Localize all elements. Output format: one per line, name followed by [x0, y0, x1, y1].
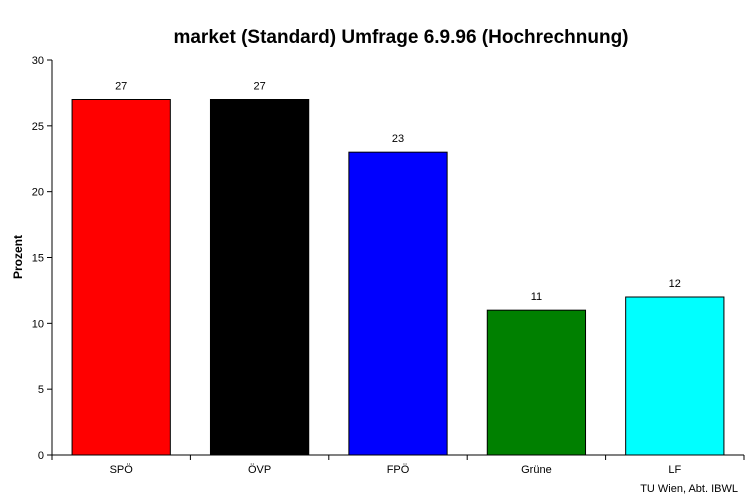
- bar: [348, 151, 448, 456]
- x-tick-label: SPÖ: [110, 464, 134, 476]
- data-label: 12: [669, 278, 681, 290]
- x-tick-label: FPÖ: [387, 464, 410, 476]
- chart-title: market (Standard) Umfrage 6.9.96 (Hochre…: [173, 27, 628, 48]
- y-axis-label: Prozent: [11, 235, 25, 279]
- data-labels: 27 27 23 11 12: [115, 81, 681, 304]
- bar: [625, 296, 725, 456]
- x-tick-label: LF: [668, 464, 681, 476]
- y-axis-ticks: 0 5 10 15 20 25 30: [32, 55, 52, 462]
- bar: [486, 309, 587, 456]
- y-tick-label: 5: [38, 384, 44, 396]
- footer-credit: TU Wien, Abt. IBWL: [640, 483, 738, 495]
- bar: [209, 99, 310, 456]
- y-tick-label: 15: [32, 253, 44, 265]
- y-tick-label: 20: [32, 187, 44, 199]
- bar: [71, 99, 171, 456]
- data-label: 23: [392, 133, 404, 145]
- y-tick-label: 30: [32, 55, 44, 67]
- y-tick-label: 10: [32, 318, 44, 330]
- data-label: 27: [115, 81, 127, 93]
- bars: [71, 99, 725, 456]
- y-tick-label: 0: [38, 450, 44, 462]
- y-tick-label: 25: [32, 121, 44, 133]
- data-label: 27: [253, 81, 265, 93]
- x-tick-label: Grüne: [521, 464, 552, 476]
- x-tick-label: ÖVP: [248, 464, 271, 476]
- data-label: 11: [531, 291, 542, 303]
- x-axis-ticks: SPÖ ÖVP FPÖ Grüne LF: [51, 455, 745, 476]
